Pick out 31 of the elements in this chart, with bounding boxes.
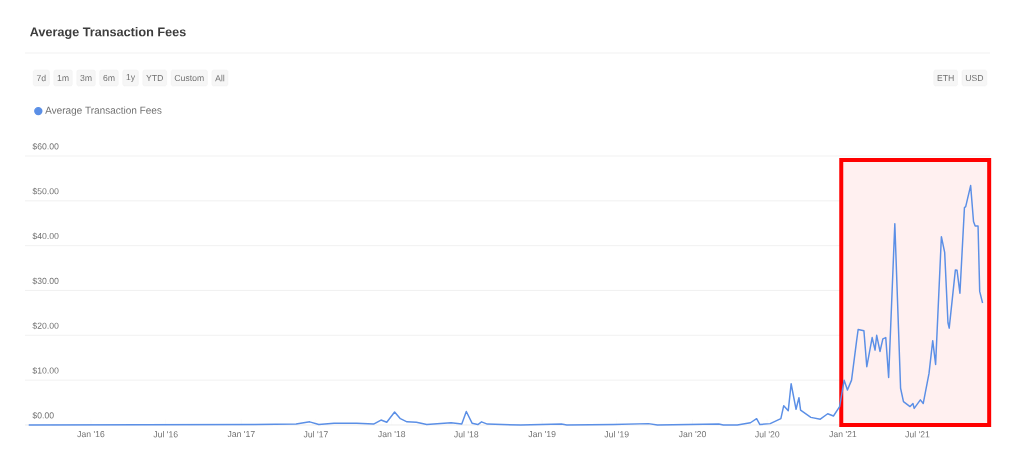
text: 1m (57, 75, 69, 81)
x-tick-label: Jan '18 (378, 431, 406, 438)
y-tick-label: $40.00 (32, 232, 59, 240)
x-tick-label: Jul '17 (303, 431, 328, 438)
x-tick-label: Jul '21 (905, 431, 930, 438)
y-tick-label: $30.00 (32, 277, 59, 285)
x-tick-label: Jul '16 (153, 431, 178, 438)
x-tick-label: Jan '16 (77, 431, 105, 438)
text: Custom (174, 74, 204, 82)
y-tick-label: $60.00 (32, 142, 59, 150)
x-tick-label: Jul '18 (454, 431, 479, 438)
text: 3m (80, 74, 92, 82)
x-tick-label: Jan '20 (678, 431, 706, 438)
x-tick-label: Jan '19 (528, 431, 556, 438)
legend-label: Average Transaction Fees (45, 106, 162, 116)
y-tick-label: $50.00 (32, 187, 59, 195)
x-tick-label: Jul '19 (604, 431, 629, 438)
text: 1y (126, 74, 136, 82)
text: YTD (146, 75, 163, 81)
text: 7d (36, 74, 46, 82)
y-tick-label: $20.00 (32, 322, 59, 330)
y-tick-label: $0.00 (32, 411, 54, 419)
x-tick-label: Jan '21 (829, 431, 857, 438)
chart-title: Average Transaction Fees (30, 27, 186, 39)
text: All (215, 74, 225, 82)
text: 6m (103, 74, 115, 82)
x-tick-label: Jan '17 (227, 431, 255, 438)
y-tick-label: $10.00 (32, 367, 59, 375)
text: ETH (937, 75, 954, 81)
text: USD (965, 74, 984, 82)
x-tick-label: Jul '20 (755, 431, 780, 438)
